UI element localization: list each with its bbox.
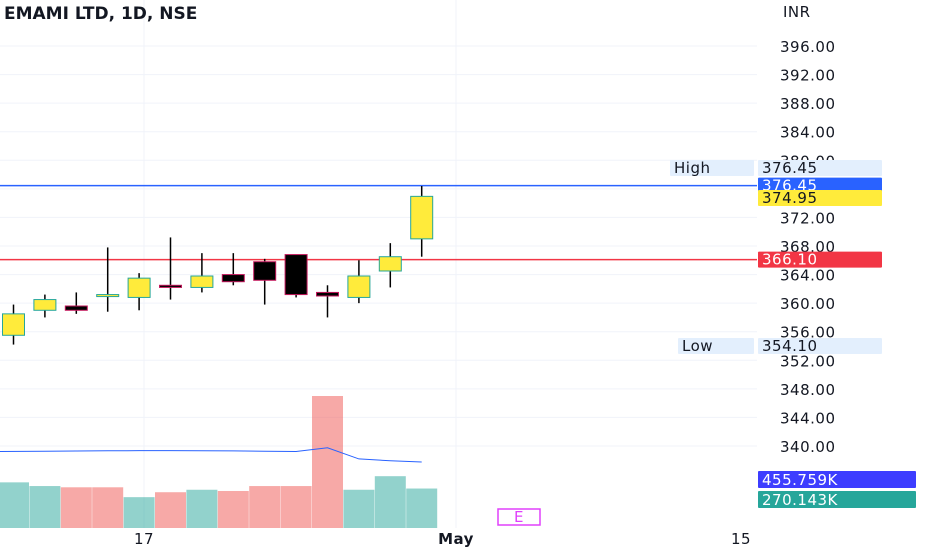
candle-body — [64, 305, 88, 311]
close-price-tag-text: 374.95 — [762, 189, 818, 207]
candle — [253, 258, 277, 305]
x-tick-label: 17 — [134, 530, 154, 548]
volume-bar — [92, 487, 124, 528]
candle-body — [33, 299, 57, 311]
candle-body — [316, 291, 339, 297]
volume-tag: 270.143K — [758, 491, 916, 509]
high-value-tag-text: 376.45 — [762, 159, 818, 177]
y-tick-label: 392.00 — [780, 67, 836, 85]
volume-bar — [29, 486, 61, 528]
candle-body — [347, 275, 371, 298]
x-tick-label: May — [438, 530, 474, 548]
volume-ma-line — [0, 447, 422, 463]
candle — [347, 260, 371, 304]
candle — [127, 273, 151, 311]
close-price-tag: 374.95 — [758, 189, 882, 207]
low-label-tag: Low — [678, 337, 754, 355]
candle — [64, 292, 88, 314]
high-label-tag: High — [670, 159, 754, 177]
level-price-tag: 366.10 — [758, 251, 882, 269]
candle — [33, 294, 57, 318]
candle — [378, 243, 402, 288]
low-label-tag-text: Low — [682, 337, 713, 355]
high-value-tag: 376.45 — [758, 159, 882, 177]
price-axis[interactable]: 396.00392.00388.00384.00380.00376.00372.… — [780, 38, 836, 456]
candle — [221, 253, 245, 286]
y-tick-label: 396.00 — [780, 38, 836, 56]
y-tick-label: 384.00 — [780, 124, 836, 142]
candle-body — [2, 313, 25, 336]
volume-bar — [374, 476, 406, 528]
low-value-tag: 354.10 — [758, 337, 882, 355]
candle — [410, 186, 434, 257]
volume-bars — [0, 396, 438, 528]
candle — [2, 304, 25, 345]
volume-ma-tag-text: 455.759K — [762, 471, 839, 489]
volume-bar — [155, 492, 186, 528]
y-tick-label: 344.00 — [780, 409, 836, 427]
chart-title: EMAMI LTD, 1D, NSE — [4, 4, 197, 24]
candle-body — [190, 275, 214, 288]
currency-label: INR — [783, 3, 811, 21]
candlesticks — [2, 186, 434, 345]
earnings-marker[interactable]: E — [497, 508, 541, 526]
volume-bar — [186, 489, 218, 528]
volume-bar — [343, 489, 375, 528]
candle — [316, 285, 339, 318]
high-label-tag-text: High — [674, 159, 710, 177]
volume-tag-text: 270.143K — [762, 491, 839, 509]
volume-bar — [312, 396, 343, 528]
candle-body — [378, 256, 402, 272]
x-tick-label: 15 — [731, 530, 751, 548]
y-tick-label: 360.00 — [780, 295, 836, 313]
y-tick-label: 368.00 — [780, 238, 836, 256]
volume-bar — [280, 486, 312, 528]
volume-bar — [0, 482, 29, 528]
y-tick-label: 388.00 — [780, 95, 836, 113]
volume-ma-tag: 455.759K — [758, 471, 916, 489]
chart-grid — [0, 0, 757, 528]
earnings-marker-label: E — [514, 508, 524, 526]
candle — [159, 237, 182, 300]
candle-body — [284, 254, 308, 296]
candle-body — [221, 274, 245, 283]
candle — [96, 247, 120, 312]
volume-bar — [406, 488, 438, 528]
candle-body — [127, 277, 151, 298]
low-value-tag-text: 354.10 — [762, 337, 818, 355]
level-price-tag-text: 366.10 — [762, 251, 818, 269]
candle-body — [410, 195, 434, 240]
volume-bar — [123, 497, 155, 528]
time-axis[interactable]: 17 May 15 — [134, 530, 751, 548]
y-tick-label: 356.00 — [780, 324, 836, 342]
y-tick-label: 340.00 — [780, 438, 836, 456]
candle-body — [159, 284, 182, 288]
volume-bar — [60, 487, 92, 528]
candle-body — [253, 261, 277, 281]
volume-bar — [217, 490, 249, 528]
y-tick-label: 364.00 — [780, 267, 836, 285]
volume-bar — [249, 486, 281, 528]
candle — [190, 253, 214, 293]
y-tick-label: 352.00 — [780, 352, 836, 370]
candle — [284, 254, 308, 298]
candle-body — [96, 294, 120, 298]
y-tick-label: 372.00 — [780, 209, 836, 227]
y-tick-label: 348.00 — [780, 381, 836, 399]
